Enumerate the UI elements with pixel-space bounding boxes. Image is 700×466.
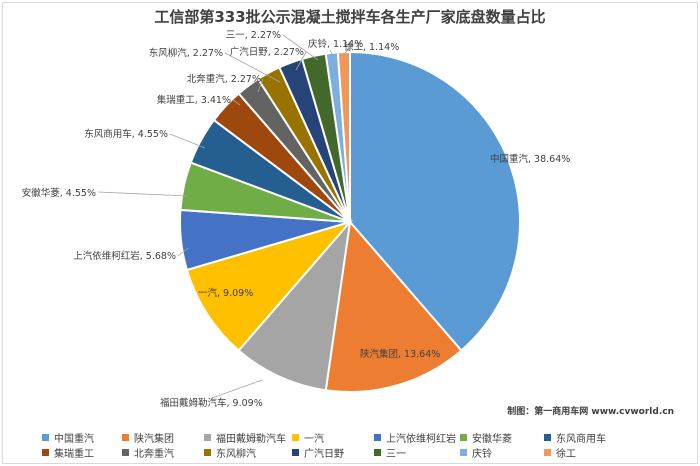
legend-label: 安徽华菱 [472,434,512,445]
leader-line [282,34,319,61]
legend-label: 北奔重汽 [134,449,174,460]
data-label: 陕汽集团, 13.64% [360,348,440,360]
leader-line [169,133,206,149]
legend-swatch [122,449,129,456]
legend-label: 徐工 [556,449,576,460]
leader-line [232,99,241,106]
leader-line [329,49,334,57]
legend-swatch [42,449,49,456]
leader-line [177,247,189,257]
pie-slice [349,50,521,352]
leader-line [211,379,263,399]
legend-swatch [292,449,299,456]
data-label: 上汽依维柯红岩, 5.68% [73,250,176,262]
legend-item: 广汽日野 [292,445,374,460]
legend-label: 广汽日野 [304,449,344,460]
data-label: 三一, 2.27% [226,30,281,41]
chart-credit: 制图：第一商用车网 www.cvworld.cn [507,407,674,417]
legend-swatch [122,434,129,441]
legend-item: 陕汽集团 [122,430,204,445]
legend-label: 东风柳汽 [216,449,256,460]
data-label: 广汽日野, 2.27% [230,46,304,58]
legend-swatch [204,449,211,456]
legend-item: 上汽依维柯红岩 [374,430,460,445]
legend-row: 集瑞重工 北奔重汽 东风柳汽 广汽日野 三一 庆铃 徐工 [42,445,692,460]
legend-item: 庆铃 [460,445,544,460]
legend-item: 集瑞重工 [42,445,122,460]
legend-label: 三一 [386,449,406,460]
data-label: 一汽, 9.09% [198,287,253,299]
data-label: 东风柳汽, 2.27% [149,47,223,59]
legend-swatch [292,434,299,441]
legend-label: 中国重汽 [54,434,94,445]
legend-item: 东风商用车 [544,430,624,445]
legend-item: 福田戴姆勒汽车 [204,430,292,445]
legend-label: 集瑞重工 [54,449,94,460]
data-label: 集瑞重工, 3.41% [157,94,231,106]
legend-swatch [374,449,381,456]
legend-label: 一汽 [304,434,324,445]
legend-item: 三一 [374,445,460,460]
data-label: 安徽华菱, 4.55% [22,187,96,199]
data-label: 福田戴姆勒汽车, 9.09% [160,397,263,409]
legend-item: 安徽华菱 [460,430,544,445]
legend-label: 上汽依维柯红岩 [386,434,456,445]
legend-item: 一汽 [292,430,374,445]
leader-line [224,52,281,83]
pie-slice [237,218,352,392]
leader-line [257,78,264,93]
legend-swatch [374,434,381,441]
legend-item: 中国重汽 [42,430,122,445]
chart-legend: 中国重汽 陕汽集团 福田戴姆勒汽车 一汽 上汽依维柯红岩 安徽华菱 东风商用车 集瑞重工 北奔… [42,430,692,460]
data-label: 北奔重汽, 2.27% [187,73,261,85]
legend-label: 庆铃 [472,449,492,460]
data-label: 中国重汽, 38.64% [490,153,570,165]
legend-item: 北奔重汽 [122,445,204,460]
chart-title: 工信部第333批公示混凝土搅拌车各生产厂家底盘数量占比 [154,8,546,26]
legend-swatch [544,449,551,456]
legend-row: 中国重汽 陕汽集团 福田戴姆勒汽车 一汽 上汽依维柯红岩 安徽华菱 东风商用车 [42,430,692,445]
legend-item: 徐工 [544,445,624,460]
legend-label: 陕汽集团 [134,434,174,445]
pie-slice [185,220,353,352]
leader-line [97,191,189,197]
legend-swatch [544,434,551,441]
legend-label: 东风商用车 [556,434,606,445]
leader-line [341,47,351,57]
legend-swatch [204,434,211,441]
legend-item: 东风柳汽 [204,445,292,460]
legend-swatch [42,434,49,441]
data-label: 庆铃, 1.14% [308,38,363,50]
data-label: 东风商用车, 4.55% [84,128,168,140]
data-label: 徐工, 1.14% [344,41,399,53]
legend-swatch [460,449,467,456]
pie-slice [324,219,463,393]
legend-swatch [460,434,467,441]
leader-line [295,51,307,71]
pie-slice [336,50,351,223]
legend-label: 福田戴姆勒汽车 [216,434,286,445]
